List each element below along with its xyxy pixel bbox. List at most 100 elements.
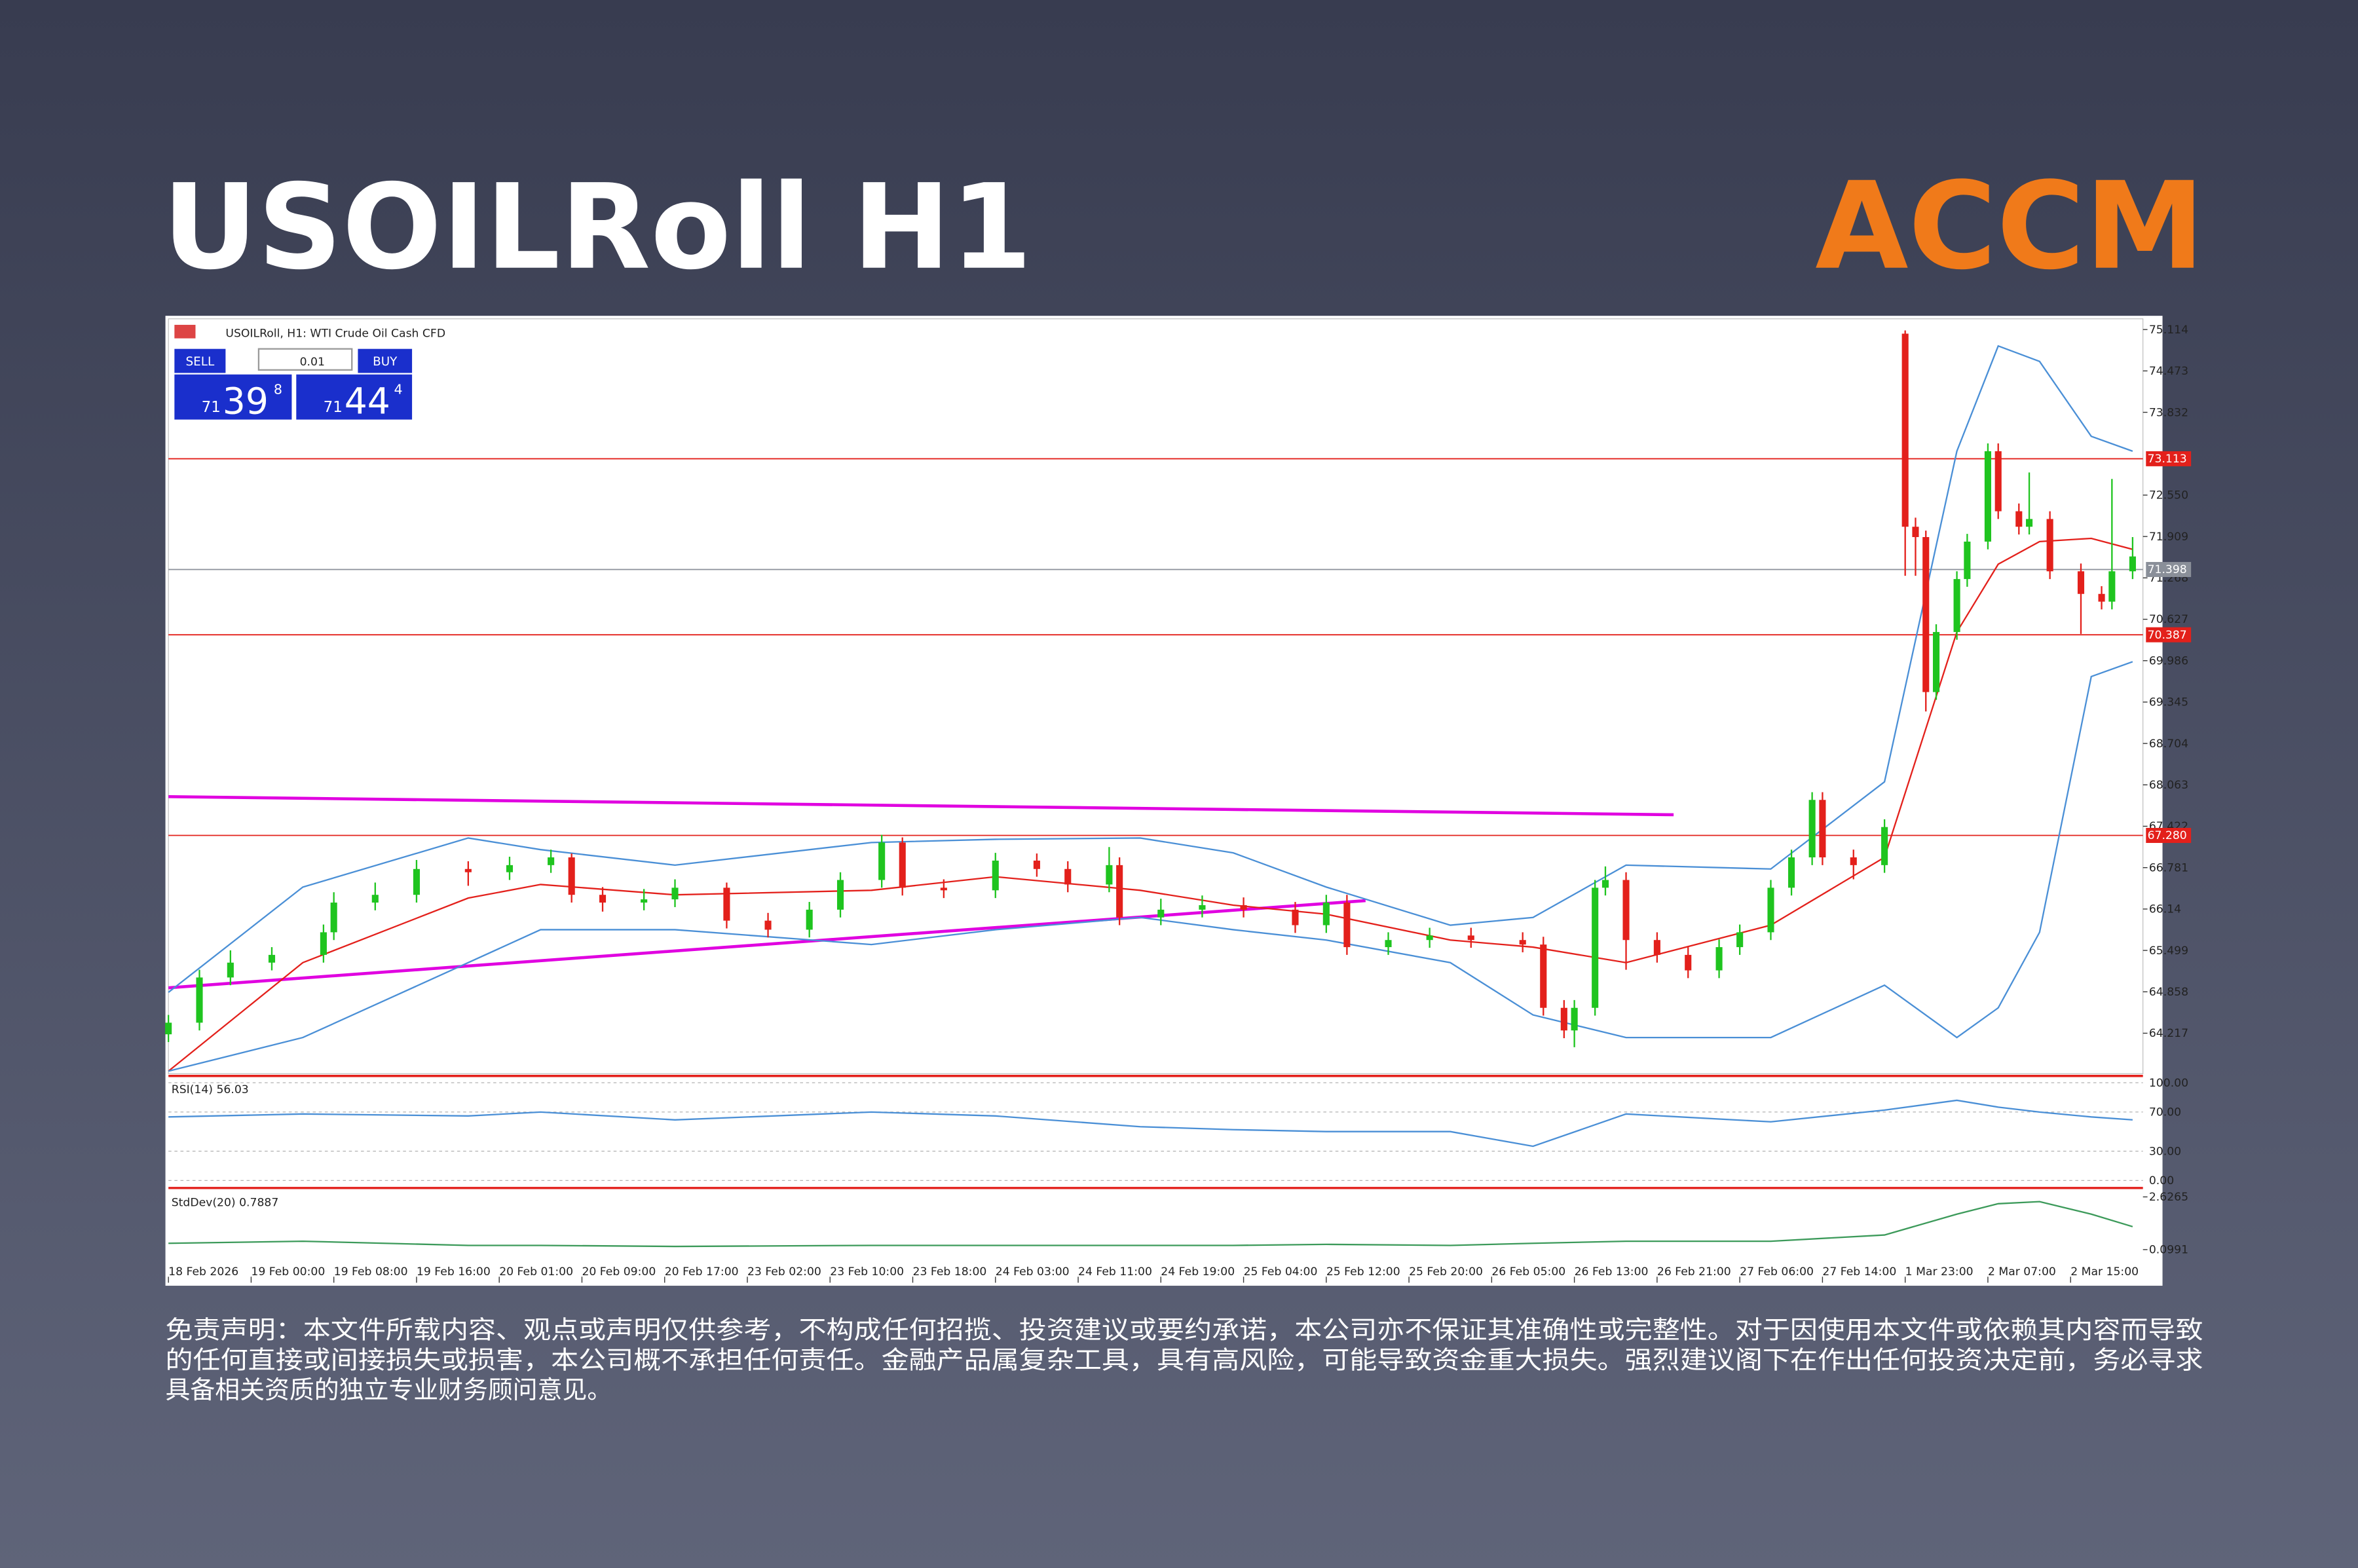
- level-label: 71.398: [2148, 563, 2187, 576]
- candle-body: [320, 932, 327, 955]
- y-tick-label: 69.345: [2149, 696, 2188, 709]
- x-tick-label: 2 Mar 07:00: [1988, 1265, 2056, 1279]
- candle-body: [1984, 451, 1991, 542]
- y-tick-label: 64.217: [2149, 1027, 2188, 1040]
- candle-body: [1912, 527, 1919, 538]
- candle-body: [227, 962, 234, 978]
- candle-body: [1116, 865, 1123, 918]
- buy-price-box[interactable]: [296, 374, 413, 420]
- stddev-tick-label: 2.6265: [2149, 1191, 2188, 1204]
- x-tick-label: 23 Feb 10:00: [830, 1265, 904, 1279]
- candle-body: [1736, 932, 1744, 948]
- candle-body: [641, 899, 648, 903]
- level-tag: [2146, 627, 2192, 643]
- y-tick-label: 75.114: [2149, 324, 2188, 337]
- candle-body: [1994, 451, 2002, 512]
- x-tick-label: 24 Feb 19:00: [1161, 1265, 1235, 1279]
- candle-body: [2026, 519, 2033, 527]
- x-tick-label: 18 Feb 2026: [168, 1265, 238, 1279]
- x-tick-label: 24 Feb 11:00: [1078, 1265, 1152, 1279]
- x-tick-label: 25 Feb 20:00: [1409, 1265, 1483, 1279]
- candle-body: [723, 887, 730, 921]
- candle-body: [899, 842, 906, 888]
- level-tag: [2146, 828, 2192, 843]
- buy-big: 71: [324, 399, 343, 416]
- candle-body: [1964, 541, 1971, 580]
- candle-body: [878, 842, 886, 880]
- candle-body: [1571, 1007, 1578, 1031]
- y-tick-label: 71.909: [2149, 531, 2188, 544]
- y-tick-label: 72.550: [2149, 489, 2188, 502]
- candle-body: [671, 887, 679, 900]
- candle-body: [506, 865, 514, 872]
- stddev-tick-label: 0.0991: [2149, 1244, 2188, 1257]
- candle-body: [268, 954, 276, 963]
- candle-body: [2129, 556, 2136, 572]
- x-tick-label: 20 Feb 01:00: [499, 1265, 573, 1279]
- candle-body: [1592, 887, 1599, 1008]
- y-tick-label: 70.627: [2149, 613, 2188, 626]
- disclaimer-line: 具备相关资质的独立专业财务顾问意见。: [166, 1375, 612, 1404]
- chart-title: USOILRoll, H1: WTI Crude Oil Cash CFD: [225, 327, 445, 340]
- candle-body: [2098, 593, 2105, 602]
- candle-body: [330, 903, 337, 933]
- level-tag: [2146, 451, 2192, 466]
- candle-body: [1850, 857, 1857, 865]
- sell-label[interactable]: SELL: [185, 355, 214, 369]
- y-tick-label: 68.704: [2149, 737, 2188, 751]
- trendline: [168, 795, 1674, 817]
- candle-body: [2046, 519, 2053, 572]
- sell-button[interactable]: [174, 348, 226, 373]
- candle-body: [568, 857, 575, 895]
- x-tick-label: 23 Feb 18:00: [913, 1265, 987, 1279]
- indicator-line: [168, 537, 2133, 1072]
- rsi-label: RSI(14) 56.03: [172, 1083, 249, 1096]
- x-tick-label: 2 Mar 15:00: [2070, 1265, 2139, 1279]
- candle-body: [2108, 571, 2116, 602]
- candle-body: [1560, 1007, 1567, 1031]
- sell-price-box[interactable]: [174, 374, 292, 420]
- candle-body: [1932, 631, 1940, 692]
- candle-body: [413, 868, 420, 895]
- y-tick-label: 66.781: [2149, 861, 2188, 874]
- candle-body: [1343, 903, 1351, 948]
- y-tick-label: 73.832: [2149, 406, 2188, 419]
- candle-body: [1322, 903, 1330, 925]
- y-tick-label: 74.473: [2149, 365, 2188, 378]
- buy-button[interactable]: [358, 348, 413, 373]
- candle-body: [1715, 947, 1723, 971]
- rsi-tick-label: 0.00: [2149, 1174, 2174, 1187]
- candle-body: [165, 1022, 172, 1035]
- candle-body: [836, 880, 844, 910]
- candle-body: [371, 895, 379, 903]
- buy-sup: 4: [394, 382, 403, 398]
- candle-body: [1519, 940, 1526, 945]
- candle-body: [1653, 940, 1660, 955]
- disclaimer-line: 免责声明：本文件所载内容、观点或声明仅供参考，不构成任何招揽、投资建议或要约承诺…: [166, 1315, 2203, 1344]
- x-tick-label: 26 Feb 21:00: [1657, 1265, 1731, 1279]
- candle-body: [1199, 905, 1206, 910]
- x-tick-label: 19 Feb 00:00: [251, 1265, 325, 1279]
- candle-body: [1540, 944, 1547, 1008]
- candle-body: [940, 887, 947, 891]
- buy-label[interactable]: BUY: [373, 355, 398, 369]
- x-tick-label: 27 Feb 14:00: [1822, 1265, 1896, 1279]
- y-tick-label: 65.499: [2149, 944, 2188, 958]
- main-plot: [168, 318, 2144, 1074]
- x-tick-label: 25 Feb 12:00: [1326, 1265, 1400, 1279]
- trendline: [168, 899, 1366, 990]
- x-tick-label: 19 Feb 08:00: [334, 1265, 408, 1279]
- level-label: 67.280: [2148, 829, 2187, 842]
- lot-value: 0.01: [300, 356, 325, 369]
- candle-body: [1106, 865, 1113, 885]
- candle-body: [806, 909, 813, 930]
- candle-body: [1808, 800, 1816, 858]
- lot-input[interactable]: [257, 348, 353, 371]
- candle-body: [1385, 940, 1392, 948]
- y-tick-label: 66.14: [2149, 903, 2181, 916]
- icon: [174, 324, 196, 339]
- candle-body: [1901, 333, 1909, 527]
- stddev-label: StdDev(20) 0.7887: [172, 1196, 279, 1209]
